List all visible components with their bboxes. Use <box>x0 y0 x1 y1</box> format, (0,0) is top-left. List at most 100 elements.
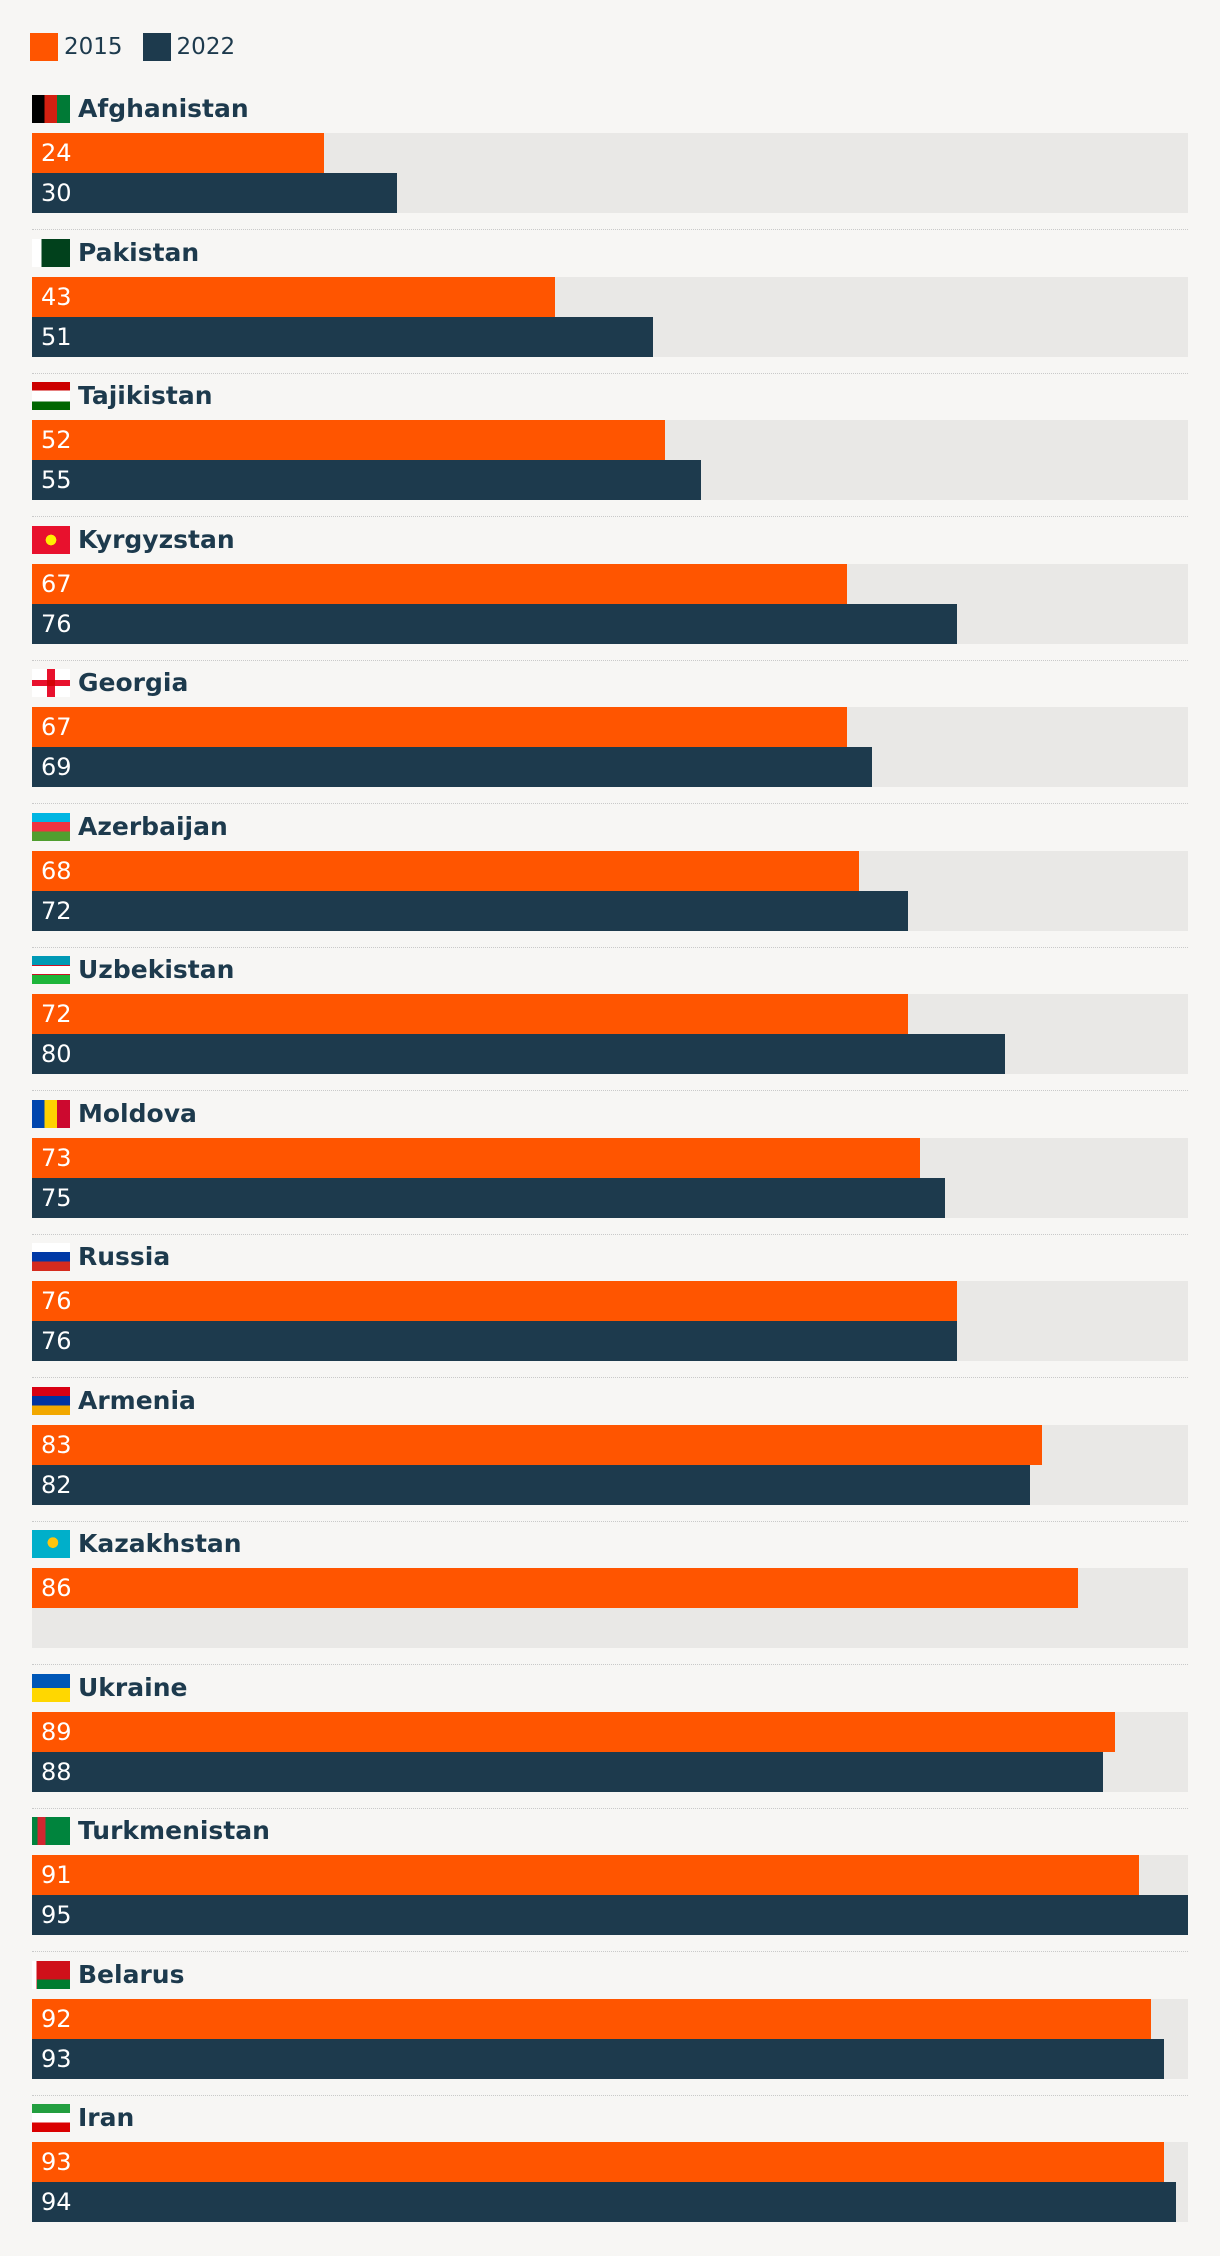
country-label-uzbekistan: Uzbekistan <box>78 955 235 984</box>
bar-2015-armenia <box>32 1424 1042 1465</box>
country-label-turkmenistan: Turkmenistan <box>78 1816 270 1845</box>
bar-2022-moldova <box>32 1177 945 1218</box>
bar-track-azerbaijan: 68 72 <box>32 850 1188 931</box>
bar-track-kyrgyzstan: 67 76 <box>32 563 1188 644</box>
bar-2022-armenia <box>32 1464 1030 1505</box>
bar-2015-azerbaijan <box>32 850 860 891</box>
moldova-flag-icon <box>32 1099 70 1128</box>
bar-track-georgia: 67 69 <box>32 707 1188 787</box>
bar-track-belarus: 92 93 <box>32 1998 1188 2079</box>
row-separator <box>32 1951 1188 1952</box>
country-group-pakistan: Pakistan 43 51 <box>32 237 1188 374</box>
country-group-tajikistan: Tajikistan 52 55 <box>32 380 1188 517</box>
bar-2015-ukraine <box>32 1711 1115 1752</box>
row-separator <box>32 2094 1188 2096</box>
iran-flag-icon <box>32 2104 70 2132</box>
country-group-armenia: Armenia 83 82 <box>32 1385 1188 1522</box>
value-label-2015-kazakhstan: 86 <box>41 1574 72 1602</box>
bar-2015-pakistan <box>32 276 556 317</box>
country-label-pakistan: Pakistan <box>78 237 200 267</box>
armenia-flag-icon <box>32 1386 70 1415</box>
value-label-2015-azerbaijan: 68 <box>41 856 72 885</box>
bar-track-pakistan: 43 51 <box>32 276 1188 357</box>
country-label-tajikistan: Tajikistan <box>78 381 213 410</box>
azerbaijan-flag-icon <box>32 812 70 841</box>
country-group-iran: Iran 93 94 <box>32 2102 1188 2228</box>
kyrgyzstan-flag-icon <box>32 525 70 554</box>
bar-2022-uzbekistan <box>32 1034 1006 1074</box>
legend-label-2015: 2015 <box>64 34 123 60</box>
bar-track-kazakhstan: 86 <box>32 1568 1188 1648</box>
country-group-uzbekistan: Uzbekistan 72 80 <box>32 954 1188 1091</box>
row-separator <box>32 229 1188 230</box>
afghanistan-flag-icon <box>32 95 70 123</box>
value-label-2015-iran: 93 <box>41 2148 72 2176</box>
country-group-moldova: Moldova 73 75 <box>32 1098 1188 1235</box>
bar-2015-afghanistan <box>32 133 325 173</box>
bar-track-moldova: 73 75 <box>32 1137 1188 1218</box>
georgia-flag-icon <box>32 669 70 697</box>
bar-2015-iran <box>32 2142 1164 2182</box>
bar-track-russia: 76 76 <box>32 1281 1188 1361</box>
bar-2022-iran <box>32 2182 1176 2222</box>
value-label-2022-turkmenistan: 95 <box>41 1901 72 1929</box>
value-label-2015-armenia: 83 <box>41 1430 72 1459</box>
value-label-2015-russia: 76 <box>41 1287 72 1315</box>
value-label-2022-belarus: 93 <box>41 2044 72 2073</box>
row-separator <box>32 1233 1188 1235</box>
country-label-belarus: Belarus <box>78 1959 185 1989</box>
value-label-2015-belarus: 92 <box>41 2004 72 2033</box>
country-label-azerbaijan: Azerbaijan <box>78 811 228 841</box>
country-label-kyrgyzstan: Kyrgyzstan <box>78 524 235 554</box>
bar-2015-belarus <box>32 1998 1152 2039</box>
row-separator <box>32 1807 1188 1809</box>
bar-2015-russia <box>32 1281 957 1321</box>
bar-2015-tajikistan <box>32 420 665 460</box>
legend-swatch-2015 <box>30 33 58 61</box>
legend-swatch-2022 <box>142 33 171 61</box>
bar-2015-kyrgyzstan <box>32 563 848 604</box>
country-group-belarus: Belarus 92 93 <box>32 1959 1188 2096</box>
russia-flag-icon <box>32 1243 70 1271</box>
bar-track-armenia: 83 82 <box>32 1424 1188 1505</box>
value-label-2022-afghanistan: 30 <box>41 179 72 207</box>
value-label-2022-russia: 76 <box>41 1327 72 1355</box>
bar-track-tajikistan: 52 55 <box>32 420 1188 500</box>
row-separator <box>32 1664 1188 1665</box>
country-group-georgia: Georgia 67 69 <box>32 667 1188 804</box>
value-label-2015-turkmenistan: 91 <box>41 1861 72 1889</box>
bar-2015-moldova <box>32 1137 921 1178</box>
value-label-2022-iran: 94 <box>41 2188 72 2216</box>
value-label-2015-tajikistan: 52 <box>41 426 72 454</box>
value-label-2015-georgia: 67 <box>41 713 72 741</box>
value-label-2022-pakistan: 51 <box>41 322 72 351</box>
bar-2022-georgia <box>32 747 872 787</box>
country-group-kazakhstan: Kazakhstan 86 <box>32 1528 1188 1665</box>
bar-2022-afghanistan <box>32 173 398 213</box>
tajikistan-flag-icon <box>32 382 70 410</box>
value-label-2022-uzbekistan: 80 <box>41 1040 72 1068</box>
pakistan-flag-icon <box>32 238 70 267</box>
bar-2022-belarus <box>32 2038 1164 2079</box>
uzbekistan-flag-icon <box>32 956 70 984</box>
value-label-2015-uzbekistan: 72 <box>41 1000 72 1028</box>
bar-2015-kazakhstan <box>32 1568 1079 1608</box>
value-label-2015-ukraine: 89 <box>41 1717 72 1746</box>
value-label-2015-kyrgyzstan: 67 <box>41 569 72 598</box>
bar-2015-georgia <box>32 707 848 747</box>
country-group-russia: Russia 76 76 <box>32 1241 1188 1378</box>
legend: 2015 2022 <box>30 30 255 64</box>
country-group-turkmenistan: Turkmenistan 91 95 <box>32 1815 1188 1952</box>
bar-track-ukraine: 89 88 <box>32 1711 1188 1792</box>
value-label-2022-tajikistan: 55 <box>41 466 72 494</box>
value-label-2015-moldova: 73 <box>41 1143 72 1172</box>
bar-2022-pakistan <box>32 316 653 357</box>
bar-track-iran: 93 94 <box>32 2142 1188 2222</box>
country-group-kyrgyzstan: Kyrgyzstan 67 76 <box>32 524 1188 661</box>
row-separator <box>32 946 1188 948</box>
bar-2022-kyrgyzstan <box>32 603 957 644</box>
row-separator <box>32 1377 1188 1378</box>
country-label-afghanistan: Afghanistan <box>78 94 249 123</box>
country-label-iran: Iran <box>78 2103 135 2132</box>
